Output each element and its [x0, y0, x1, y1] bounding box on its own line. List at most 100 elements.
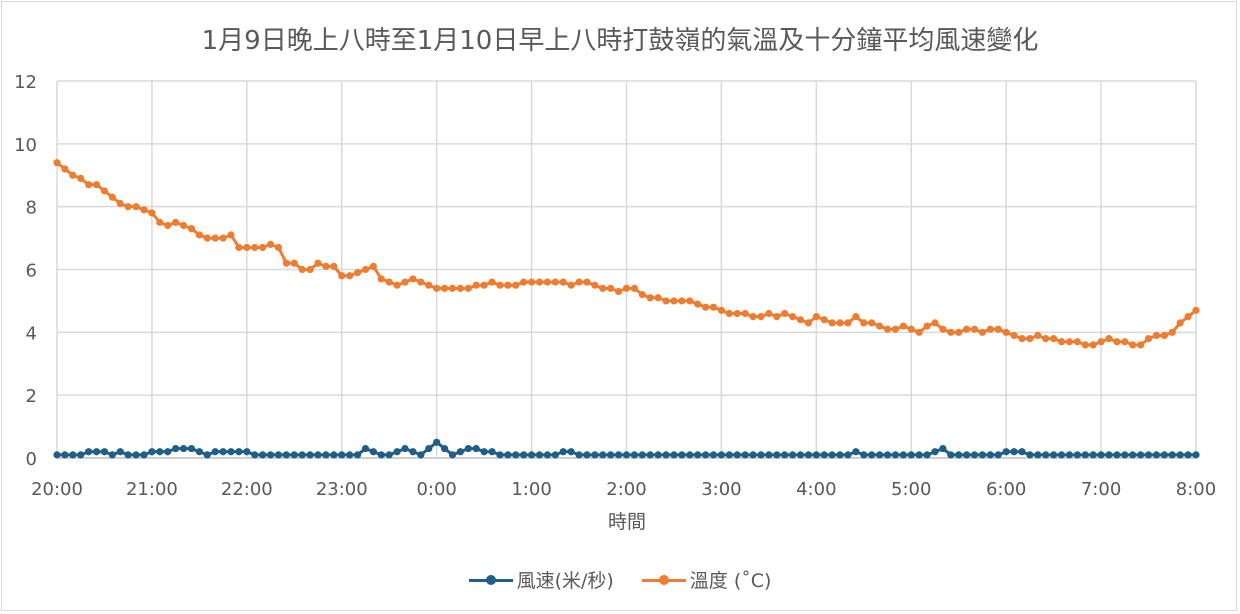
data-point [812, 451, 820, 459]
data-point [781, 309, 789, 318]
data-point [243, 448, 251, 456]
data-point [947, 451, 955, 459]
data-point [1168, 328, 1176, 336]
data-point [891, 325, 900, 333]
data-point [844, 451, 852, 459]
data-point [472, 281, 480, 289]
data-point [156, 218, 164, 226]
y-tick-label: 12 [14, 72, 37, 93]
data-point [978, 328, 987, 336]
data-point [599, 451, 607, 459]
data-point [725, 309, 733, 318]
data-point [1018, 448, 1026, 456]
data-point [836, 319, 844, 327]
x-tick-label: 7:00 [1081, 479, 1121, 500]
legend-item-wind[interactable]: 風速(米/秒) [468, 566, 614, 593]
data-point [891, 451, 900, 459]
data-point [773, 451, 781, 459]
data-point [622, 284, 631, 292]
data-point [899, 322, 907, 330]
data-point [543, 278, 552, 286]
data-point [132, 203, 140, 211]
data-point [1176, 451, 1184, 459]
data-point [1113, 451, 1121, 459]
data-point [741, 451, 749, 459]
data-point [749, 313, 757, 321]
data-point [765, 309, 773, 318]
data-point [1065, 338, 1074, 346]
data-point [907, 325, 915, 333]
data-point [227, 231, 235, 239]
data-point [322, 451, 330, 459]
data-point [425, 444, 433, 453]
data-point [282, 451, 290, 459]
data-point [1034, 451, 1042, 459]
data-point [440, 444, 449, 453]
data-point [733, 451, 741, 459]
data-point [970, 325, 979, 333]
data-point [915, 451, 923, 459]
y-axis-tick-labels: 0 2 4 6 8 10 12 [14, 72, 37, 470]
data-point [195, 448, 203, 456]
data-point [164, 221, 172, 230]
legend: 風速(米/秒) 溫度 (˚C) [0, 566, 1240, 593]
y-tick-label: 8 [26, 198, 37, 219]
data-point [448, 284, 457, 292]
data-point [1152, 451, 1161, 459]
data-point [1129, 451, 1137, 459]
data-point [781, 451, 789, 459]
y-tick-label: 4 [26, 323, 37, 344]
data-point [187, 225, 196, 233]
data-point [251, 451, 259, 459]
data-point [583, 278, 591, 286]
data-point [504, 281, 512, 289]
data-point [377, 451, 385, 459]
data-point [1144, 451, 1153, 459]
data-point [53, 451, 61, 459]
data-point [1089, 451, 1097, 459]
data-point [614, 451, 623, 459]
data-point [409, 275, 417, 283]
wind-line-marker-icon [468, 574, 513, 586]
data-point [85, 181, 93, 189]
data-point [931, 319, 939, 327]
data-point [915, 328, 923, 336]
data-point [607, 284, 615, 292]
data-point [179, 221, 188, 230]
data-point [1073, 338, 1081, 346]
data-point [393, 281, 401, 289]
chart-title: 1月9日晚上八時至1月10日早上八時打鼓嶺的氣溫及十分鐘平均風速變化 [201, 26, 1039, 56]
data-point [828, 451, 836, 459]
data-point [804, 451, 813, 459]
data-point [1113, 338, 1121, 346]
data-point [717, 451, 726, 459]
data-point [235, 448, 243, 456]
data-point [717, 306, 726, 314]
data-point [820, 451, 828, 459]
data-series [53, 159, 1200, 459]
data-point [361, 265, 370, 274]
x-tick-label: 2:00 [606, 479, 646, 500]
data-point [796, 451, 805, 459]
data-point [108, 193, 116, 201]
data-point [1026, 335, 1034, 343]
data-point [749, 451, 757, 459]
data-point [733, 309, 741, 318]
data-point [1042, 335, 1050, 343]
x-tick-label: 4:00 [796, 479, 836, 500]
data-point [211, 448, 219, 456]
legend-item-temperature[interactable]: 溫度 (˚C) [641, 566, 771, 593]
data-point [61, 165, 69, 173]
data-point [575, 451, 583, 459]
data-point [630, 284, 639, 292]
data-point [551, 451, 559, 459]
data-point [306, 265, 314, 274]
data-point [235, 243, 243, 252]
data-point [274, 451, 283, 459]
data-point [1137, 451, 1145, 459]
data-point [243, 243, 251, 252]
data-point [860, 319, 868, 327]
data-point [85, 448, 93, 456]
